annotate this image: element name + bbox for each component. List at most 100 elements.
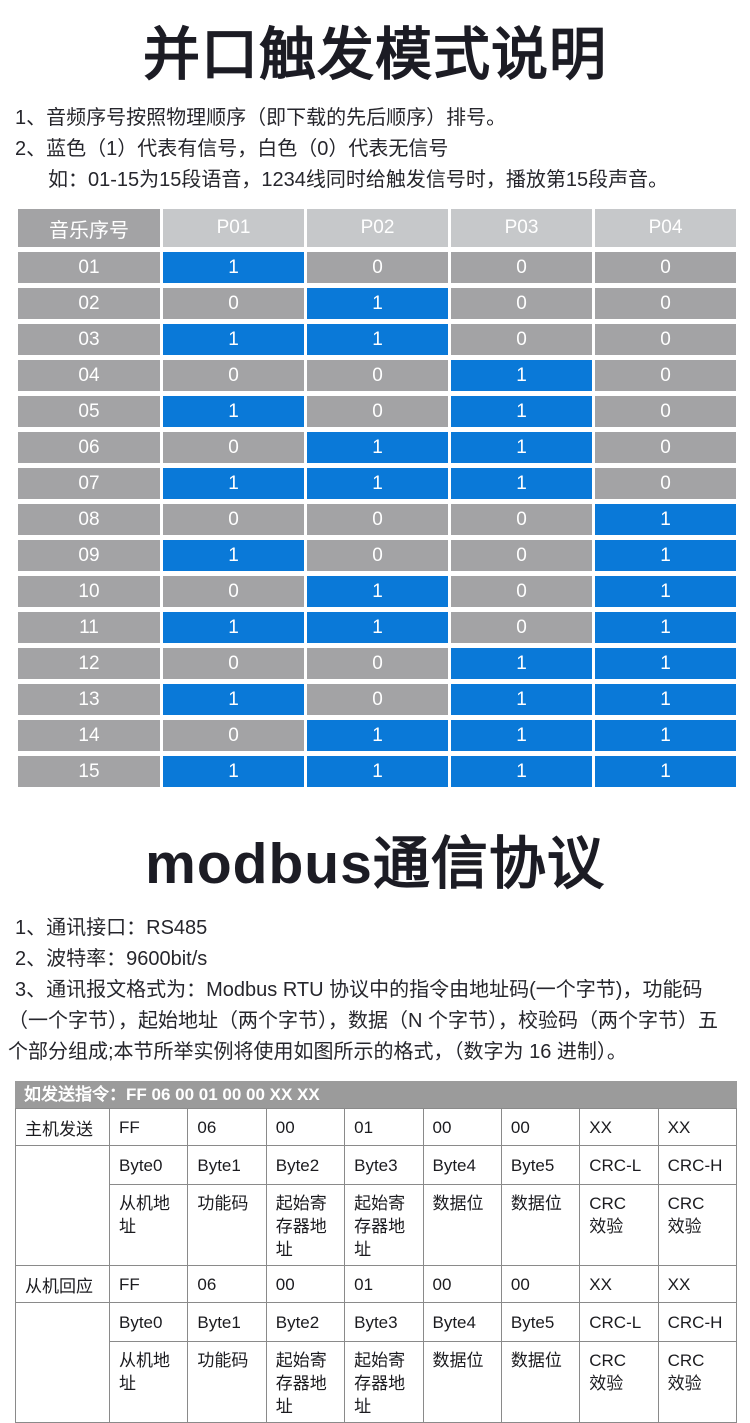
modbus-byte-desc: 起始寄 存器地址	[344, 1340, 424, 1423]
music-row-label: 04	[18, 360, 160, 392]
modbus-byte-desc: CRC 效验	[579, 1340, 659, 1423]
modbus-byte-value: 06	[187, 1107, 267, 1146]
modbus-byte-desc: 功能码	[187, 1340, 267, 1423]
modbus-byte-value: 00	[500, 1107, 581, 1146]
modbus-byte-name: Byte3	[344, 1301, 424, 1342]
music-row-label: 05	[18, 396, 160, 428]
music-col-header: P03	[451, 209, 592, 248]
music-row-label: 09	[18, 540, 160, 572]
note-line: 1、音频序号按照物理顺序（即下载的先后顺序）排号。	[15, 107, 507, 130]
signal-on-cell: 1	[451, 684, 592, 716]
signal-off-cell: 0	[307, 252, 448, 284]
modbus-row-label-empty	[15, 1301, 110, 1423]
signal-off-cell: 0	[451, 504, 592, 536]
modbus-byte-name: CRC-L	[579, 1301, 659, 1342]
modbus-byte-desc: 数据位	[422, 1183, 502, 1266]
modbus-byte-name: CRC-L	[579, 1144, 659, 1185]
signal-off-cell: 0	[163, 648, 304, 680]
modbus-byte-value: 00	[265, 1264, 346, 1303]
modbus-byte-value: 00	[422, 1107, 502, 1146]
modbus-byte-desc: 数据位	[500, 1340, 581, 1423]
music-col-header: P02	[307, 209, 448, 248]
signal-on-cell: 1	[307, 612, 448, 644]
signal-on-cell: 1	[307, 324, 448, 356]
music-row-label: 01	[18, 252, 160, 284]
parallel-trigger-table: 音乐序号 P01 P02 P03 P04 01 1 0 0 0 02 0 1 0 0 03 1 1 0 0 04 0 0 1 0…	[18, 209, 736, 788]
modbus-byte-desc: CRC 效验	[657, 1183, 738, 1266]
modbus-byte-desc: 起始寄 存器地址	[265, 1183, 346, 1266]
modbus-byte-name: Byte3	[344, 1144, 424, 1185]
signal-off-cell: 0	[451, 288, 592, 320]
signal-on-cell: 1	[163, 756, 304, 788]
music-row-label: 03	[18, 324, 160, 356]
signal-on-cell: 1	[595, 684, 736, 716]
signal-off-cell: 0	[595, 288, 736, 320]
signal-off-cell: 0	[307, 360, 448, 392]
modbus-byte-desc: CRC 效验	[579, 1183, 659, 1266]
modbus-byte-desc: CRC 效验	[657, 1340, 738, 1423]
section2-title: modbus通信协议	[145, 832, 605, 897]
section1-title: 并口触发模式说明	[143, 23, 607, 87]
note-line: 2、蓝色（1）代表有信号，白色（0）代表无信号	[15, 138, 449, 161]
modbus-row-label-empty	[15, 1144, 110, 1266]
music-row-label: 07	[18, 468, 160, 500]
music-col-header: P01	[163, 209, 304, 248]
signal-on-cell: 1	[595, 612, 736, 644]
signal-on-cell: 1	[595, 648, 736, 680]
modbus-byte-name: Byte1	[187, 1301, 267, 1342]
signal-on-cell: 1	[595, 720, 736, 752]
music-row-label: 12	[18, 648, 160, 680]
signal-off-cell: 0	[451, 612, 592, 644]
modbus-byte-value: 06	[187, 1264, 267, 1303]
modbus-byte-value: 00	[265, 1107, 346, 1146]
modbus-byte-name: Byte0	[108, 1301, 189, 1342]
modbus-row-label: 主机发送	[15, 1107, 110, 1146]
music-row-label: 11	[18, 612, 160, 644]
modbus-table-wrap: 如发送指令：FF 06 00 01 00 00 XX XX 主机发送 FF 06 00…	[15, 1080, 738, 1423]
signal-on-cell: 1	[163, 252, 304, 284]
signal-off-cell: 0	[595, 324, 736, 356]
modbus-byte-value: 00	[422, 1264, 502, 1303]
signal-off-cell: 0	[451, 324, 592, 356]
signal-on-cell: 1	[595, 576, 736, 608]
modbus-command-header: 如发送指令：FF 06 00 01 00 00 XX XX	[15, 1080, 737, 1108]
music-row-label: 02	[18, 288, 160, 320]
signal-on-cell: 1	[307, 576, 448, 608]
signal-off-cell: 0	[307, 540, 448, 572]
note-line: 如：01-15为15段语音，1234线同时给触发信号时，播放第15段声音。	[48, 169, 669, 192]
modbus-byte-value: 01	[344, 1107, 424, 1146]
signal-on-cell: 1	[451, 756, 592, 788]
signal-off-cell: 0	[163, 432, 304, 464]
modbus-byte-name: Byte5	[500, 1301, 581, 1342]
signal-on-cell: 1	[163, 396, 304, 428]
modbus-byte-desc: 从机地 址	[108, 1183, 189, 1266]
modbus-byte-value: 00	[500, 1264, 581, 1303]
modbus-byte-desc: 从机地 址	[108, 1340, 189, 1423]
signal-off-cell: 0	[451, 576, 592, 608]
signal-on-cell: 1	[451, 648, 592, 680]
modbus-table: 主机发送 FF 06 00 01 00 00 XX XX Byte0 Byte1 Byte2 Byte3…	[15, 1107, 738, 1423]
modbus-byte-value: XX	[579, 1264, 659, 1303]
signal-off-cell: 0	[307, 396, 448, 428]
music-row-label: 08	[18, 504, 160, 536]
section2-notes: 1、通讯接口：RS485 2、波特率：9600bit/s 3、通讯报文格式为：M…	[8, 913, 735, 1068]
modbus-byte-value: XX	[657, 1107, 738, 1146]
music-row-label: 06	[18, 432, 160, 464]
modbus-byte-value: FF	[108, 1264, 189, 1303]
signal-off-cell: 0	[595, 432, 736, 464]
signal-on-cell: 1	[307, 720, 448, 752]
modbus-byte-value: XX	[657, 1264, 738, 1303]
modbus-row-label: 从机回应	[15, 1264, 110, 1303]
music-row-label: 13	[18, 684, 160, 716]
signal-off-cell: 0	[163, 720, 304, 752]
signal-off-cell: 0	[163, 576, 304, 608]
signal-off-cell: 0	[163, 288, 304, 320]
music-col-header: P04	[595, 209, 736, 248]
signal-on-cell: 1	[595, 540, 736, 572]
modbus-byte-name: CRC-H	[657, 1144, 738, 1185]
signal-on-cell: 1	[163, 684, 304, 716]
signal-on-cell: 1	[451, 360, 592, 392]
signal-off-cell: 0	[595, 468, 736, 500]
modbus-byte-desc: 数据位	[422, 1340, 502, 1423]
signal-on-cell: 1	[451, 468, 592, 500]
